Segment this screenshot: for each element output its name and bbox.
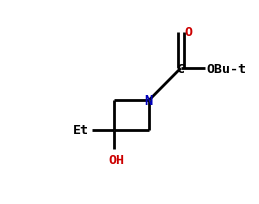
Text: Et: Et — [73, 124, 89, 137]
Text: C: C — [177, 62, 185, 75]
Text: O: O — [184, 26, 192, 39]
Text: OBu-t: OBu-t — [206, 62, 246, 75]
Text: N: N — [145, 94, 153, 108]
Text: OH: OH — [109, 153, 125, 166]
